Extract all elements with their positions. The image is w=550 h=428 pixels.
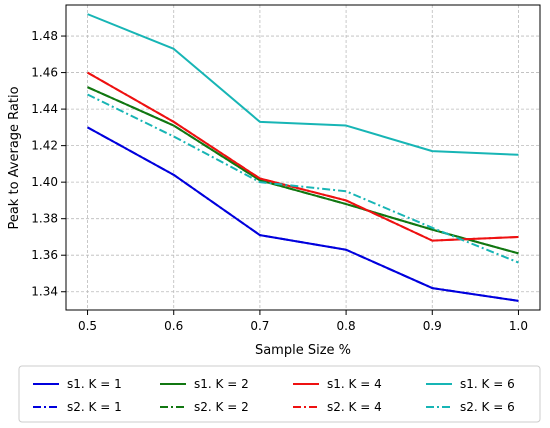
y-axis-label: Peak to Average Ratio [7,86,22,229]
series-lines [87,13,519,302]
y-tick-label: 1.36 [31,248,58,262]
series-line-4 [87,86,519,255]
legend-label: s1. K = 2 [194,377,249,391]
series-line-2 [87,126,519,302]
y-tick-label: 1.42 [31,139,58,153]
y-tick-label: 1.40 [31,175,58,189]
series-line-8 [87,93,519,264]
legend-label: s1. K = 4 [327,377,382,391]
grid-lines [66,5,540,310]
y-tick-label: 1.46 [31,66,58,80]
x-tick-label: 0.6 [164,319,183,333]
x-tick-label: 0.9 [423,319,442,333]
y-tick-label: 1.44 [31,102,58,116]
x-tick-label: 0.5 [78,319,97,333]
x-tick-label: 1.0 [509,319,528,333]
legend-label: s2. K = 6 [460,400,515,414]
legend-label: s2. K = 2 [194,400,249,414]
x-tick-label: 0.7 [250,319,269,333]
legend: s1. K = 1 s2. K = 1 s1. K = 2 s2. K = 2 s1. … [18,365,541,423]
y-axis-ticks: 1.34 1.36 1.38 1.40 1.42 1.44 1.46 1.48 [31,29,66,299]
y-tick-label: 1.34 [31,285,58,299]
series-line-7 [87,13,519,156]
series-line-3 [87,86,519,255]
y-tick-label: 1.48 [31,29,58,43]
series-line-5 [87,71,519,242]
x-axis-label: Sample Size % [255,343,351,358]
legend-label: s2. K = 1 [67,400,122,414]
series-line-6 [87,71,519,242]
y-tick-label: 1.38 [31,212,58,226]
legend-label: s2. K = 4 [327,400,382,414]
x-axis-ticks: 0.5 0.6 0.7 0.8 0.9 1.0 [78,310,528,333]
legend-label: s1. K = 6 [460,377,515,391]
legend-frame [18,365,541,423]
series-line-1 [87,126,519,302]
legend-label: s1. K = 1 [67,377,122,391]
x-tick-label: 0.8 [337,319,356,333]
plot-frame [65,4,541,311]
